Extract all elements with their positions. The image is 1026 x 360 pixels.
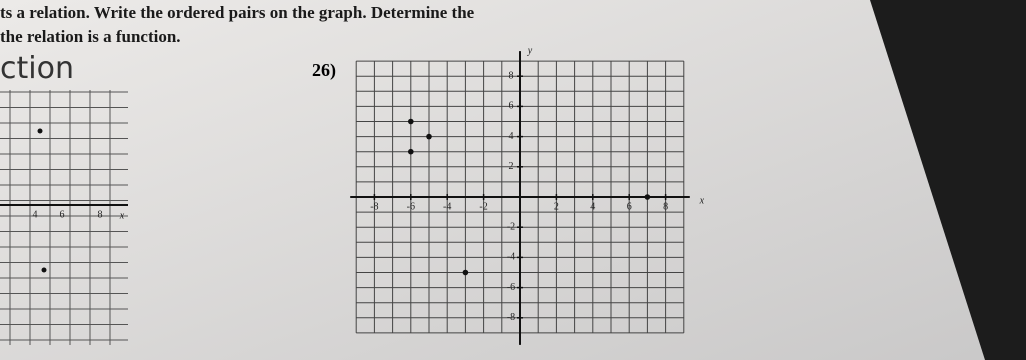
- dark-background: [870, 0, 1026, 360]
- y-tick-label: 8: [509, 70, 514, 81]
- x-tick-label: -4: [443, 201, 451, 212]
- left-graph: 4 6 8 x: [0, 90, 128, 345]
- y-tick-label: 2: [509, 161, 514, 172]
- x-tick-label: -8: [370, 201, 378, 212]
- instruction-line: ts a relation. Write the ordered pairs o…: [0, 3, 475, 22]
- x-tick-label: 2: [554, 201, 559, 212]
- problem-number: 26): [312, 60, 336, 81]
- y-tick-label: -2: [507, 221, 515, 232]
- y-tick-label: 4: [509, 131, 514, 142]
- x-tick-label: 8: [663, 201, 668, 212]
- x-tick-label: -2: [479, 201, 487, 212]
- tick-label: 8: [98, 209, 103, 220]
- coordinate-graph: x y -8 -6 -4 -2 2 4 6 8 8 6 4 2 -2 -4 -6 -8: [350, 45, 705, 345]
- point: [37, 128, 43, 134]
- y-axis-label: y: [527, 45, 533, 56]
- point: [462, 269, 469, 276]
- point: [408, 118, 414, 125]
- handwriting: ction: [0, 51, 74, 86]
- y-tick-label: 6: [509, 101, 514, 112]
- point: [41, 267, 47, 273]
- point: [426, 133, 432, 140]
- tick-label: 6: [60, 209, 65, 220]
- x-tick-label: -6: [407, 201, 415, 212]
- y-tick-label: -4: [507, 252, 515, 263]
- point: [644, 194, 651, 200]
- axis-label: x: [119, 210, 125, 221]
- point: [408, 148, 414, 155]
- instruction-line: the relation is a function.: [0, 27, 181, 46]
- y-tick-label: -6: [507, 282, 515, 293]
- tick-label: 4: [33, 209, 38, 220]
- x-tick-label: 4: [590, 201, 595, 212]
- x-axis-label: x: [699, 195, 705, 206]
- x-tick-label: 6: [627, 201, 632, 212]
- y-tick-label: -8: [507, 312, 515, 323]
